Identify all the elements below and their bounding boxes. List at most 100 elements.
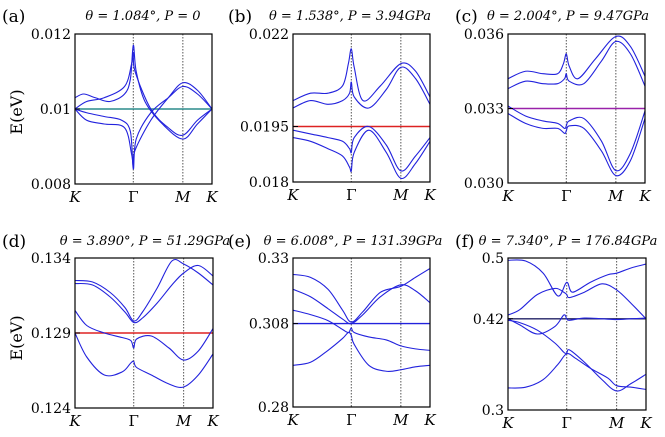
panel-b-xtick-3: M [392,186,409,204]
panel-b-title: θ = 1.538°, P = 3.94GPa [269,9,431,24]
panel-d-ytick-3: 0.124 [31,401,71,417]
panel-e-xtick-3: M [392,411,409,429]
panel-e-ytick-2: 0.308 [249,317,289,333]
panel-b-ytick-2: 0.0195 [240,120,289,136]
panel-b: (b) θ = 1.538°, P = 3.94GPa 0.022 0.0195 0… [228,7,436,204]
panel-c-xtick-4: K [638,187,651,205]
panel-d-xtick-3: M [175,412,192,430]
panel-e-bands [293,267,430,372]
panel-d-label: (d) [2,232,26,252]
panel-e-xtick-1: K [286,411,299,429]
panel-f: (f) θ = 7.340°, P = 176.84GPa 0.5 0.42 0.3… [455,232,657,432]
panel-c-band-4 [508,112,645,177]
panel-e-ytick-1: 0.33 [258,251,289,267]
panel-c: (c) θ = 2.004°, P = 9.47GPa 0.036 0.033 0.… [455,7,651,205]
panel-c-band-3 [508,105,645,172]
panel-a-title: θ = 1.084°, P = 0 [85,9,200,24]
panel-a-ytick-2: 0.01 [40,102,71,118]
panel-e-band-2 [293,284,430,325]
panel-a-xtick-3: M [174,188,191,206]
panel-a-band-1 [75,44,212,140]
panel-a-band-3 [75,52,212,137]
panel-b-label: (b) [228,7,252,27]
panel-f-band-2 [508,283,646,320]
panel-f-label: (f) [455,232,475,252]
panel-c-title: θ = 2.004°, P = 9.47GPa [487,9,649,24]
panel-e-label: (e) [228,232,251,252]
panel-d-band-2 [75,264,213,324]
panel-e: (e) θ = 6.008°, P = 131.39GPa 0.33 0.308 0… [228,232,442,429]
panel-e-title: θ = 6.008°, P = 131.39GPa [264,234,443,249]
panel-f-band-4 [508,319,646,392]
panel-f-bands [508,259,646,392]
panel-d-band-1 [75,258,213,322]
ylabel-bottom: E(eV) [7,315,26,360]
panel-f-ytick-1: 0.5 [482,251,504,267]
panel-e-xtick-4: K [423,411,436,429]
panel-c-band-2 [508,40,645,90]
panel-e-band-3 [293,309,430,351]
panel-f-band-1 [508,259,646,297]
panel-e-ytick-3: 0.28 [258,400,289,416]
panel-d-ytick-1: 0.134 [31,251,71,267]
panel-f-band-5 [508,353,646,391]
panel-f-ytick-3: 0.3 [482,403,504,419]
panel-f-xtick-1: K [501,414,514,432]
panel-c-xtick-1: K [501,187,514,205]
panel-a-label: (a) [2,7,25,27]
panel-e-xtick-2: Γ [346,411,356,429]
panel-b-band-3 [293,125,430,172]
panel-e-band-4 [293,331,430,372]
panel-d-band-4 [75,332,213,388]
panel-a-ytick-1: 0.012 [31,27,71,43]
panel-b-band-4 [293,129,430,179]
panel-b-ytick-3: 0.018 [249,175,289,191]
panel-d-band-3 [75,310,213,361]
panel-d-ytick-2: 0.129 [31,326,71,342]
panel-f-xtick-3: M [608,414,625,432]
panel-d-xtick-2: Γ [129,412,139,430]
ylabel-top: E(eV) [7,89,26,134]
panel-f-xtick-4: K [639,414,652,432]
panel-c-ytick-3: 0.030 [464,176,504,192]
panel-b-xtick-1: K [286,186,299,204]
panel-f-title: θ = 7.340°, P = 176.84GPa [479,234,658,249]
panel-f-xtick-2: Γ [562,414,572,432]
panel-b-xtick-2: Γ [346,186,356,204]
panel-d-xtick-1: K [68,412,81,430]
panel-f-plot: 0.50.420.3K Γ M K [473,251,653,432]
panel-c-label: (c) [455,7,478,27]
panel-a-band-4 [75,81,212,166]
panel-b-band-2 [293,66,430,109]
panel-f-frame [507,257,647,411]
panel-b-band-1 [293,48,430,102]
panel-f-band-3 [508,314,646,335]
panel-c-xtick-2: Γ [561,187,571,205]
panel-c-ytick-2: 0.033 [464,102,504,118]
panel-b-frame [292,33,431,183]
panel-c-band-1 [508,35,645,80]
panel-d-title: θ = 3.890°, P = 51.29GPa [60,234,230,249]
panel-c-ytick-1: 0.036 [464,27,504,43]
panel-b-bands [293,48,430,179]
panel-e-band-1 [293,267,430,323]
panel-a-bands [75,44,212,170]
panel-a-band-2 [75,85,212,170]
panel-a-ytick-3: 0.008 [31,177,71,193]
panel-e-frame [292,257,431,408]
panel-a-xtick-4: K [205,188,218,206]
panel-a-xtick-1: K [68,188,81,206]
panel-c-xtick-3: M [607,187,624,205]
panel-d-xtick-4: K [206,412,219,430]
panel-d-bands [75,258,213,388]
panel-b-ytick-1: 0.022 [249,27,289,43]
panel-a-xtick-2: Γ [128,188,138,206]
panel-f-ytick-2: 0.42 [473,312,504,328]
